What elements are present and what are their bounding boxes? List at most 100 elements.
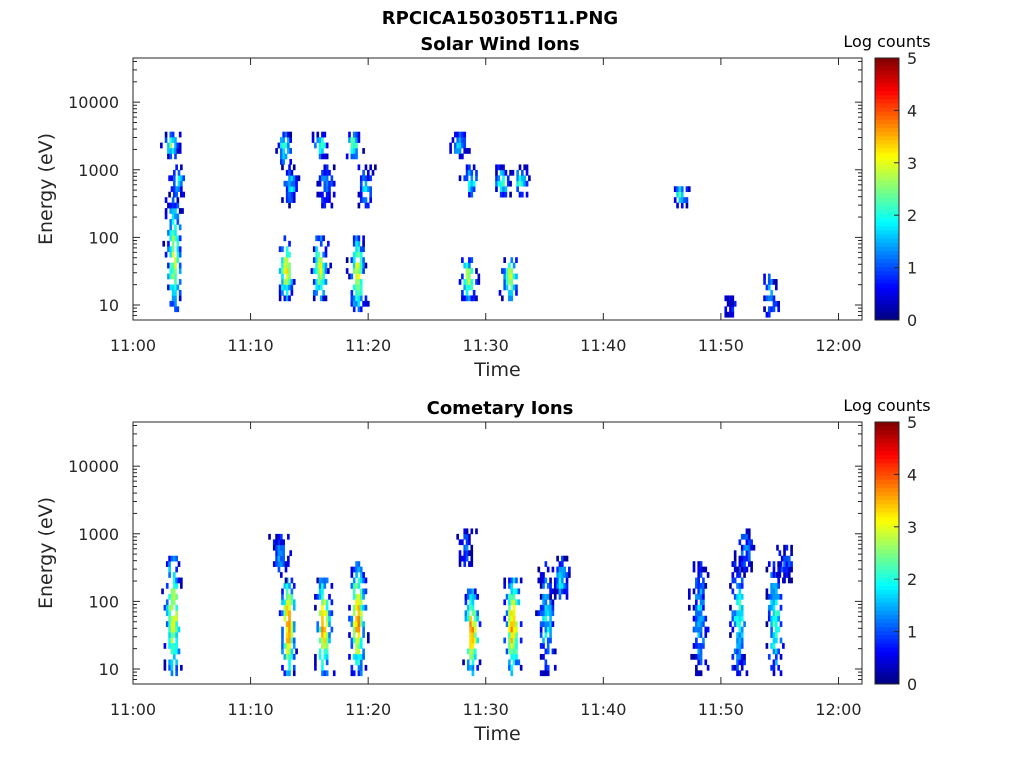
data-cell xyxy=(362,648,365,655)
data-cell xyxy=(350,670,354,677)
data-cell xyxy=(456,148,459,154)
data-cell xyxy=(471,643,475,649)
data-cell xyxy=(470,528,474,535)
data-cell xyxy=(317,279,321,285)
data-cell xyxy=(288,670,291,677)
data-cell xyxy=(687,186,691,193)
colorbar-segment xyxy=(875,540,899,546)
data-cell xyxy=(508,262,511,269)
data-cell xyxy=(558,593,562,600)
data-cell xyxy=(281,632,284,638)
data-cell xyxy=(740,555,744,562)
data-cell xyxy=(743,572,746,578)
data-cell xyxy=(348,273,351,280)
data-cell xyxy=(281,643,284,649)
data-cell xyxy=(539,653,543,660)
data-cell xyxy=(290,653,294,660)
data-cell xyxy=(170,555,174,562)
data-cell xyxy=(171,273,175,280)
data-cell xyxy=(172,555,176,562)
data-cell xyxy=(772,295,776,302)
data-cell xyxy=(355,137,358,143)
data-cell xyxy=(175,664,178,671)
y-tick-label: 100 xyxy=(88,592,119,611)
data-cell xyxy=(311,131,315,138)
data-cell xyxy=(290,186,294,193)
data-cell xyxy=(323,632,327,638)
data-cell xyxy=(359,643,363,649)
data-cell xyxy=(544,599,548,606)
data-cell xyxy=(471,664,475,671)
data-cell xyxy=(774,637,778,644)
data-cell xyxy=(362,588,365,595)
data-cell xyxy=(469,604,472,611)
data-cell xyxy=(290,599,294,606)
colorbar-segment xyxy=(875,503,899,509)
data-cell xyxy=(738,626,742,633)
data-cell xyxy=(366,186,370,193)
data-cell xyxy=(463,561,467,567)
data-cell xyxy=(321,615,324,622)
colorbar-segment xyxy=(875,111,899,116)
data-cell xyxy=(374,164,377,171)
data-cell xyxy=(321,142,324,149)
data-cell xyxy=(285,197,289,203)
data-cell xyxy=(497,180,501,187)
data-cell xyxy=(168,659,171,666)
data-cell xyxy=(508,664,511,671)
data-cell xyxy=(175,659,178,666)
data-cell xyxy=(323,643,327,649)
data-cell xyxy=(175,610,178,617)
data-cell xyxy=(468,533,471,540)
data-cell xyxy=(328,632,331,638)
data-cell xyxy=(471,593,475,600)
data-cell xyxy=(692,566,696,573)
colorbar-tick-label: 0 xyxy=(907,311,917,330)
data-cell xyxy=(352,593,356,600)
data-cell xyxy=(509,180,512,187)
data-cell xyxy=(319,268,323,274)
data-cell xyxy=(171,148,175,154)
data-cell xyxy=(321,175,324,182)
data-cell xyxy=(284,577,288,584)
data-cell xyxy=(777,626,780,633)
data-cell xyxy=(292,191,296,198)
data-cell xyxy=(765,566,769,573)
data-cell xyxy=(475,175,478,182)
data-cell xyxy=(767,604,771,611)
data-cell xyxy=(172,653,176,660)
data-cell xyxy=(350,257,354,263)
data-cell xyxy=(290,577,294,584)
data-cell xyxy=(767,610,771,617)
data-cell xyxy=(279,142,283,149)
data-cell xyxy=(178,251,182,258)
data-cell xyxy=(777,583,780,589)
data-cell xyxy=(357,604,361,611)
data-cell xyxy=(544,610,548,617)
data-cell xyxy=(292,186,296,193)
data-cell xyxy=(289,137,293,143)
data-cell xyxy=(779,670,783,677)
data-cell xyxy=(777,648,780,655)
data-cell xyxy=(695,593,698,600)
data-cell xyxy=(733,593,737,600)
data-cell xyxy=(181,208,184,214)
data-cell xyxy=(724,306,728,313)
data-cell xyxy=(170,604,174,611)
data-cell xyxy=(328,169,331,176)
data-cell xyxy=(277,544,281,551)
data-cell xyxy=(787,566,791,573)
data-cell xyxy=(357,577,361,584)
data-cell xyxy=(738,610,742,617)
data-cell xyxy=(546,583,550,589)
data-cell xyxy=(170,621,174,627)
data-cell xyxy=(539,604,543,611)
data-cell xyxy=(281,599,284,606)
data-cell xyxy=(790,550,793,557)
y-tick-label: 10 xyxy=(99,660,119,679)
data-cell xyxy=(164,213,168,220)
data-cell xyxy=(740,610,744,617)
data-cell xyxy=(697,577,701,584)
data-cell xyxy=(772,621,776,627)
data-cell xyxy=(355,284,358,291)
